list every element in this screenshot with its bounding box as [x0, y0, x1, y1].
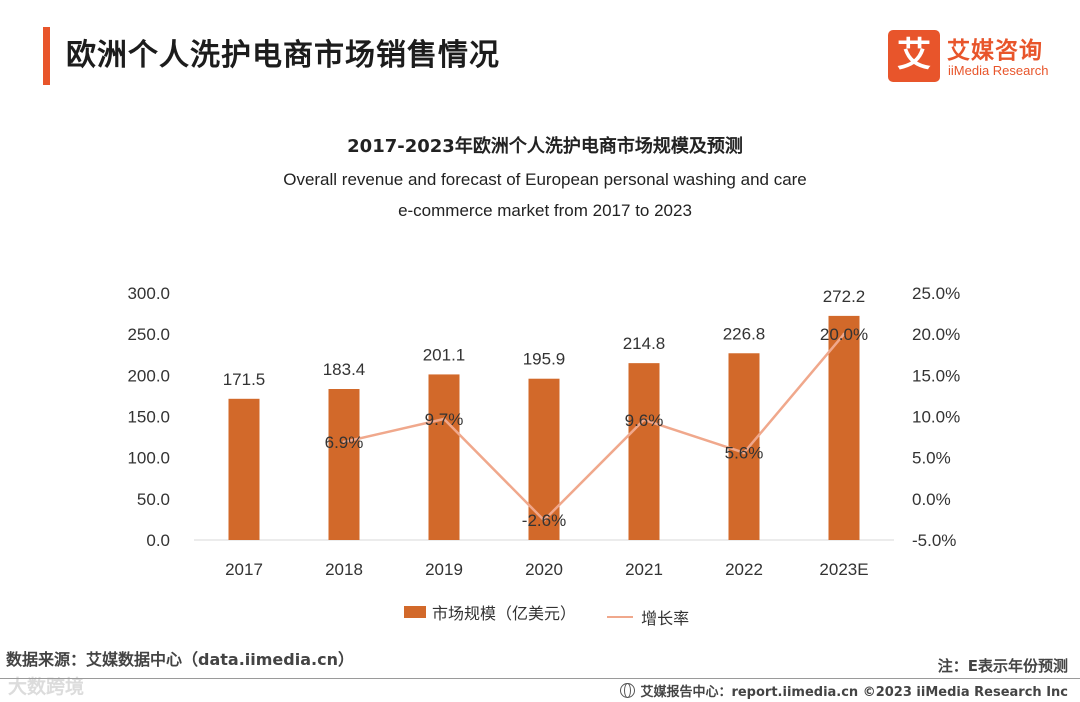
y-left-tick-label: 100.0 [127, 449, 170, 468]
x-tick-label: 2022 [725, 560, 763, 579]
x-tick-label: 2023E [819, 560, 868, 579]
y-right-tick-label: 10.0% [912, 408, 960, 427]
y-right-tick-label: 20.0% [912, 325, 960, 344]
page-title: 欧洲个人洗护电商市场销售情况 [66, 38, 500, 73]
bar-value-label: 183.4 [323, 360, 366, 379]
y-right-tick-label: 15.0% [912, 366, 960, 385]
iimedia-logo: 艾 艾媒咨询 iiMedia Research [888, 30, 1068, 82]
y-right-tick-label: 0.0% [912, 490, 951, 509]
bar [828, 315, 860, 540]
growth-rate-label: 5.6% [725, 444, 764, 463]
watermark: 大数跨境 [8, 676, 85, 698]
growth-rate-label: 20.0% [820, 325, 868, 344]
x-tick-label: 2020 [525, 560, 563, 579]
bar-value-label: 171.5 [223, 370, 266, 389]
legend-item-bar: 市场规模（亿美元） [404, 600, 576, 624]
x-tick-label: 2019 [425, 560, 463, 579]
bar-value-label: 201.1 [423, 345, 466, 364]
bar-value-label: 195.9 [523, 350, 566, 369]
legend-bar-label: 市场规模（亿美元） [432, 604, 577, 623]
bar [428, 374, 460, 540]
y-left-tick-label: 50.0 [137, 490, 170, 509]
chart-title: 2017-2023年欧洲个人洗护电商市场规模及预测 [347, 136, 743, 157]
logo-en-text: iiMedia Research [948, 63, 1049, 78]
legend-line-swatch [607, 616, 634, 618]
legend-item-line: 增长率 [607, 605, 689, 629]
bar [228, 398, 260, 540]
bar [628, 363, 660, 540]
footer-bar: 艾媒报告中心：report.iimedia.cn ©2023 iiMedia R… [620, 681, 1068, 700]
logo-mark: 艾 [888, 30, 940, 82]
x-tick-label: 2017 [225, 560, 263, 579]
growth-rate-point [542, 518, 546, 522]
bar-value-label: 214.8 [623, 334, 666, 353]
data-source: 数据来源：艾媒数据中心（data.iimedia.cn） [6, 650, 354, 669]
growth-rate-label: 9.6% [625, 411, 664, 430]
chart-legend: 市场规模（亿美元） 增长率 [404, 600, 715, 629]
footer-divider [0, 678, 1080, 679]
forecast-note: 注：E表示年份预测 [937, 657, 1068, 675]
growth-rate-line [343, 333, 845, 522]
y-left-tick-label: 200.0 [127, 366, 170, 385]
y-left-tick-label: 300.0 [127, 284, 170, 303]
logo-cn-text: 艾媒咨询 [947, 38, 1043, 64]
growth-rate-point [742, 451, 746, 455]
growth-rate-point [442, 417, 446, 421]
y-left-tick-label: 250.0 [127, 325, 170, 344]
y-left-tick-label: 0.0 [146, 531, 170, 550]
growth-rate-point [642, 418, 646, 422]
growth-rate-point [842, 332, 846, 336]
growth-rate-label: 6.9% [325, 433, 364, 452]
y-right-tick-label: -5.0% [912, 531, 956, 550]
legend-bar-swatch [404, 606, 426, 618]
bar [328, 389, 360, 540]
legend-line-label: 增长率 [641, 609, 690, 628]
title-accent-bar [43, 27, 50, 85]
chart-canvas: 0.0 50.0 100.0 150.0 200.0 250.0 300.0 -5.0% 0.0… [127, 284, 960, 579]
bar-value-label: 272.2 [823, 287, 866, 306]
x-tick-label: 2021 [625, 560, 663, 579]
logo-mark-text: 艾 [897, 35, 931, 75]
y-right-tick-label: 5.0% [912, 449, 951, 468]
bar [728, 353, 760, 540]
x-tick-label: 2018 [325, 560, 363, 579]
bar [528, 378, 560, 540]
chart-subtitle-line1: Overall revenue and forecast of European… [283, 170, 807, 189]
growth-rate-label: -2.6% [522, 511, 566, 530]
bar-value-label: 226.8 [723, 324, 766, 343]
y-right-tick-label: 25.0% [912, 284, 960, 303]
growth-rate-label: 9.7% [425, 410, 464, 429]
globe-icon [620, 683, 636, 698]
y-left-tick-label: 150.0 [127, 408, 170, 427]
growth-rate-point [342, 440, 346, 444]
chart-subtitle-line2: e-commerce market from 2017 to 2023 [398, 201, 692, 220]
report-center-text: 艾媒报告中心：report.iimedia.cn ©2023 iiMedia R… [640, 685, 1068, 700]
